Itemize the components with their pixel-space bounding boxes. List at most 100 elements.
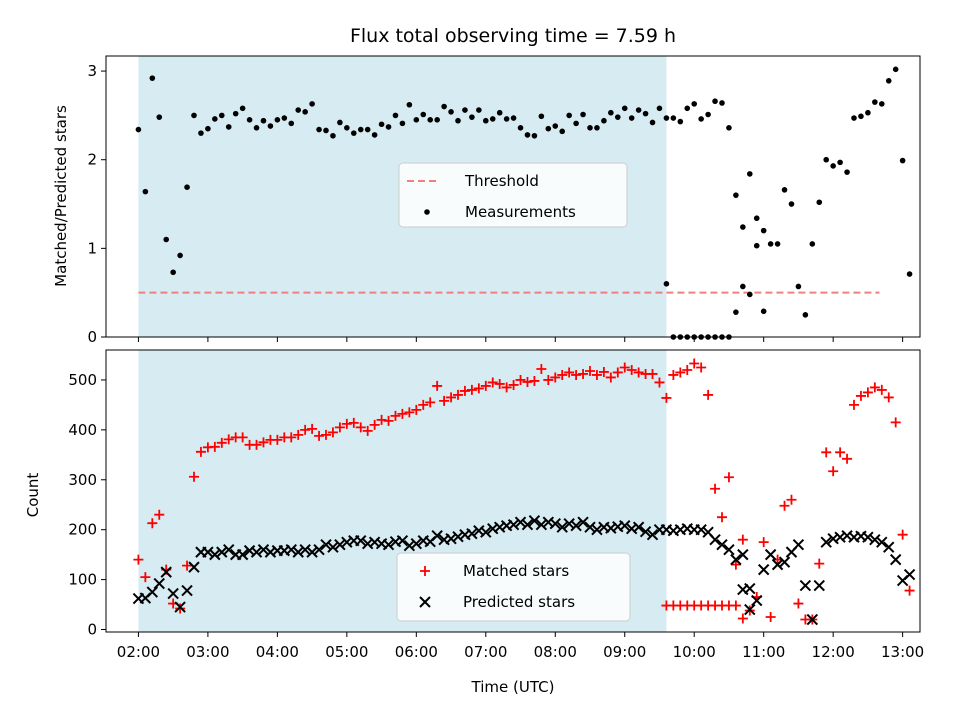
matched-star-point xyxy=(334,422,345,433)
measurement-point xyxy=(830,163,836,169)
matched-star-point xyxy=(515,374,526,385)
measurement-point xyxy=(253,125,260,131)
measurement-point xyxy=(767,241,774,247)
measurement-point xyxy=(212,116,218,122)
predicted-star-point xyxy=(619,519,631,532)
matched-star-point xyxy=(668,369,679,380)
matched-star-point xyxy=(571,369,582,380)
matched-star-point xyxy=(557,369,568,380)
matched-star-point xyxy=(779,500,790,511)
measurement-point xyxy=(135,126,142,133)
measurement-point xyxy=(663,115,670,121)
measurement-point xyxy=(476,107,482,113)
matched-star-point xyxy=(466,384,477,395)
legend: Matched stars Predicted stars xyxy=(396,552,631,622)
matched-star-point xyxy=(717,512,727,523)
measurement-point xyxy=(350,130,357,136)
measurement-point xyxy=(573,120,579,127)
matched-star-point xyxy=(355,422,366,433)
matched-star-point xyxy=(154,509,165,520)
predicted-star-point xyxy=(646,528,659,541)
matched-star-point xyxy=(446,392,457,403)
measurement-point xyxy=(163,236,170,243)
predicted-star-point xyxy=(153,577,165,590)
matched-star-point xyxy=(473,383,484,394)
matched-star-point xyxy=(730,600,741,611)
matched-star-point xyxy=(536,363,547,374)
predicted-star-point xyxy=(632,521,645,533)
measurement-point xyxy=(184,184,190,190)
measurement-point xyxy=(733,192,739,198)
measurement-point xyxy=(545,125,552,132)
matched-star-point xyxy=(175,603,186,614)
matched-star-point xyxy=(605,372,616,383)
matched-star-point xyxy=(362,425,373,436)
matched-star-point xyxy=(598,366,609,377)
measurement-point xyxy=(448,109,454,115)
matched-star-point xyxy=(883,392,894,403)
matched-star-point xyxy=(862,387,873,398)
matched-star-point xyxy=(821,447,832,458)
measurement-point xyxy=(698,116,704,122)
measurement-point xyxy=(892,66,899,73)
matched-star-point xyxy=(869,382,880,393)
x-tick-label: 04:00 xyxy=(256,643,299,661)
matched-star-point xyxy=(404,407,415,418)
measurement-point xyxy=(413,117,420,123)
predicted-star-point xyxy=(792,538,805,551)
matched-star-point xyxy=(626,364,637,375)
matched-star-point xyxy=(591,369,602,380)
predicted-star-point xyxy=(410,537,423,550)
measurement-point xyxy=(635,107,642,113)
measurement-point xyxy=(587,125,593,131)
measurement-point xyxy=(677,118,684,125)
matched-star-point xyxy=(487,377,498,388)
matched-star-point xyxy=(459,385,470,396)
matched-star-point xyxy=(737,534,748,545)
predicted-star-point xyxy=(820,536,832,548)
y-tick-label: 400 xyxy=(68,421,97,439)
measurement-point xyxy=(371,132,378,138)
legend-label: Predicted stars xyxy=(463,593,575,611)
predicted-star-point xyxy=(306,546,318,558)
measurement-point xyxy=(420,111,427,118)
predicted-star-point xyxy=(250,546,263,558)
predicted-star-point xyxy=(181,584,193,597)
matched-star-point xyxy=(453,389,463,400)
matched-star-point xyxy=(849,399,859,410)
measurement-point xyxy=(267,123,274,129)
measurement-point xyxy=(656,105,663,112)
measurement-point xyxy=(330,132,336,139)
predicted-star-point xyxy=(744,603,756,616)
matched-star-point xyxy=(182,560,193,571)
measurement-point xyxy=(858,113,864,120)
predicted-star-point xyxy=(737,583,749,596)
measurement-point xyxy=(462,107,468,113)
measurement-point xyxy=(691,101,698,107)
measurement-point xyxy=(899,157,906,164)
measurement-point xyxy=(809,241,816,247)
measurement-point xyxy=(316,126,322,133)
predicted-star-point xyxy=(355,534,367,547)
y-tick-label: 0 xyxy=(87,621,97,639)
predicted-star-point xyxy=(396,534,409,547)
measurement-point xyxy=(239,105,246,112)
plot-frame xyxy=(105,349,921,633)
measurement-point xyxy=(760,227,767,234)
measurement-point xyxy=(726,125,732,131)
measurement-point xyxy=(580,111,586,118)
y-tick-label: 1 xyxy=(87,239,97,257)
predicted-star-point xyxy=(403,539,416,552)
predicted-star-point xyxy=(514,516,527,528)
matched-star-point xyxy=(411,404,422,415)
matched-star-point xyxy=(348,417,359,428)
matched-star-point xyxy=(133,554,144,565)
measurement-point xyxy=(566,112,572,119)
measurement-point xyxy=(198,130,204,136)
predicted-star-point xyxy=(730,553,742,566)
x-tick-label: 11:00 xyxy=(742,643,785,661)
matched-star-point xyxy=(737,613,748,624)
matched-star-point xyxy=(633,367,644,378)
top-plot: 0 1 2 3 Threshold Measurements xyxy=(87,55,921,346)
